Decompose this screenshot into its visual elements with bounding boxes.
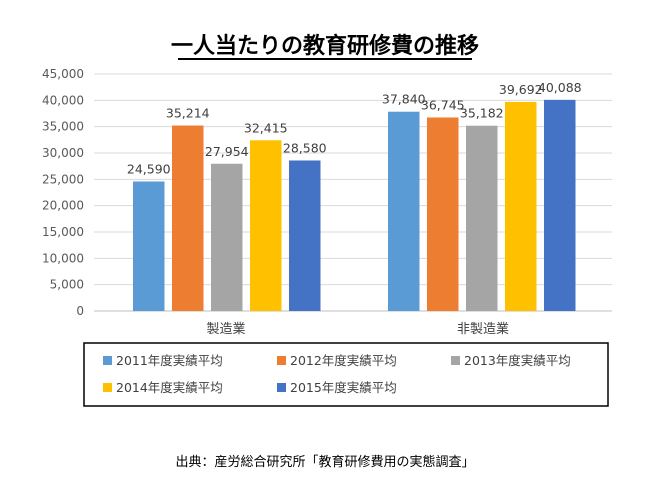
bar bbox=[289, 160, 321, 311]
data-label: 37,840 bbox=[382, 92, 426, 107]
chart-title: 一人当たりの教育研修費の推移 bbox=[171, 33, 479, 59]
legend-swatch bbox=[277, 356, 286, 365]
data-label: 35,182 bbox=[460, 106, 504, 121]
legend-label: 2011年度実績平均 bbox=[116, 353, 223, 368]
y-tick-label: 5,000 bbox=[50, 278, 84, 292]
y-tick-label: 40,000 bbox=[42, 93, 84, 107]
legend-swatch bbox=[451, 356, 460, 365]
y-tick-label: 15,000 bbox=[42, 225, 84, 239]
y-tick-label: 45,000 bbox=[42, 67, 84, 81]
data-label: 32,415 bbox=[244, 120, 288, 135]
legend-swatch bbox=[103, 383, 112, 392]
legend-label: 2015年度実績平均 bbox=[290, 380, 397, 395]
data-label: 36,745 bbox=[421, 97, 465, 112]
legend-swatch bbox=[103, 356, 112, 365]
y-tick-label: 10,000 bbox=[42, 251, 84, 265]
legend-swatch bbox=[277, 383, 286, 392]
y-tick-label: 30,000 bbox=[42, 146, 84, 160]
value-labels: 24,590 37,840 35,214 36,745 27,954 35,182 32,4… bbox=[127, 80, 582, 177]
bar bbox=[133, 181, 165, 311]
data-label: 28,580 bbox=[283, 140, 327, 155]
bar bbox=[172, 125, 204, 311]
legend-label: 2013年度実績平均 bbox=[464, 353, 571, 368]
legend-label: 2012年度実績平均 bbox=[290, 353, 397, 368]
y-tick-label: 0 bbox=[76, 304, 84, 318]
bar bbox=[427, 117, 459, 311]
data-label: 27,954 bbox=[205, 144, 249, 159]
bar bbox=[250, 140, 282, 311]
category-labels: 製造業 非製造業 bbox=[206, 321, 509, 337]
category-label: 非製造業 bbox=[457, 321, 509, 337]
data-label: 39,692 bbox=[499, 82, 543, 97]
bar bbox=[505, 101, 537, 311]
y-tick-label: 20,000 bbox=[42, 199, 84, 213]
bar bbox=[388, 111, 420, 311]
data-label: 40,088 bbox=[538, 80, 582, 95]
y-tick-label: 35,000 bbox=[42, 120, 84, 134]
data-label: 24,590 bbox=[127, 161, 171, 176]
bar bbox=[544, 99, 576, 311]
bar bbox=[466, 125, 498, 311]
y-axis-labels: 0 5,000 10,000 15,000 20,000 25,000 30,000 35,0… bbox=[42, 67, 84, 318]
legend: 2011年度実績平均 2012年度実績平均 2013年度実績平均 2014年度実績平均… bbox=[103, 353, 571, 395]
source-note: 出典：産労総合研究所「教育研修費用の実態調査」 bbox=[175, 454, 474, 470]
data-label: 35,214 bbox=[166, 106, 210, 121]
bar bbox=[211, 163, 243, 311]
category-label: 製造業 bbox=[206, 321, 245, 337]
y-tick-label: 25,000 bbox=[42, 172, 84, 186]
legend-label: 2014年度実績平均 bbox=[116, 380, 223, 395]
legend-box bbox=[83, 342, 609, 407]
bars bbox=[133, 99, 576, 311]
